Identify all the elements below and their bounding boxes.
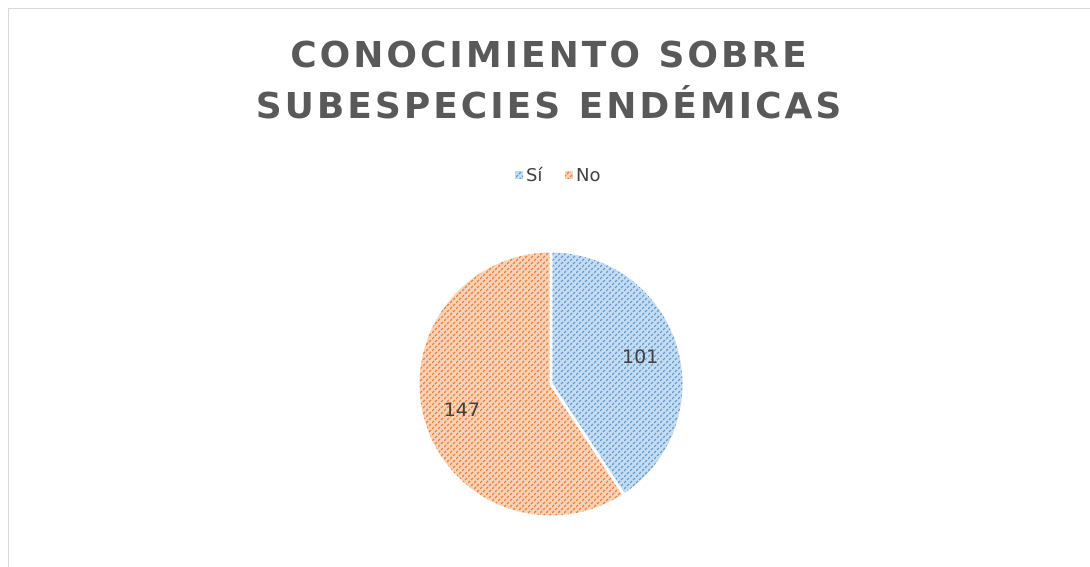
legend-swatch: [515, 171, 523, 179]
chart-title: CONOCIMIENTO SOBRE SUBESPECIES ENDÉMICAS: [255, 35, 845, 127]
legend-label: No: [576, 165, 600, 186]
legend-label: Sí: [526, 165, 543, 186]
data-label: 147: [444, 399, 480, 421]
chart-border: [8, 8, 1090, 567]
pie-slice: [416, 249, 627, 519]
data-label: 101: [622, 346, 658, 368]
legend-swatch: [565, 171, 573, 179]
